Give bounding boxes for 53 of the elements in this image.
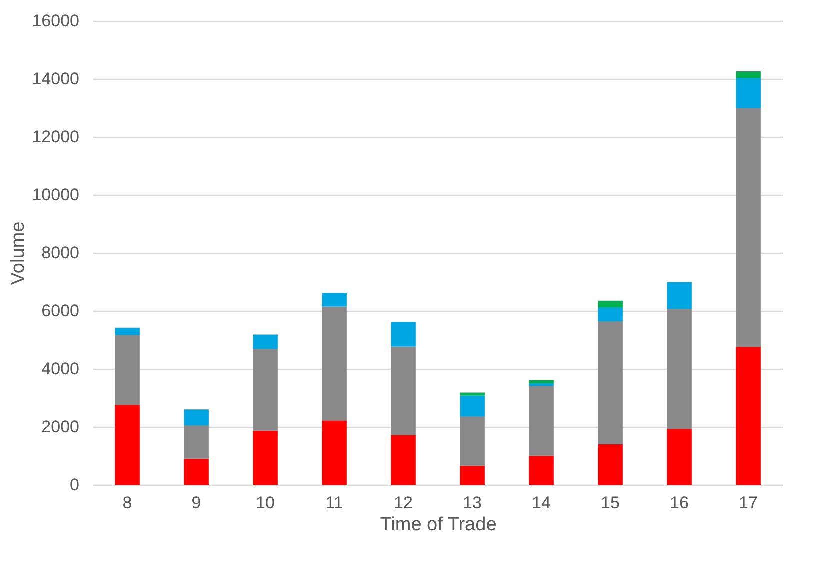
bar [184,410,209,426]
y-tick-label: 16000 [32,12,80,30]
x-tick-label: 9 [192,494,202,512]
bar [736,108,761,347]
x-tick-label: 14 [532,494,551,512]
bar [115,335,140,405]
bar [253,334,278,349]
x-axis-title: Time of Trade [380,514,497,536]
y-tick-label: 10000 [32,186,80,204]
x-tick-label: 15 [601,494,620,512]
y-tick-label: 8000 [42,244,80,262]
bar [667,429,692,485]
x-tick-label: 16 [670,494,689,512]
bar [253,430,278,485]
bar [598,308,623,322]
bar [391,346,416,436]
bar [667,282,692,309]
bar [598,321,623,444]
bar [529,386,554,456]
bar [322,306,347,421]
x-tick-label: 10 [256,494,275,512]
x-tick-label: 12 [394,494,413,512]
y-tick-label: 14000 [32,70,80,88]
bar [736,346,761,485]
bar [529,383,554,386]
bar [460,466,485,485]
y-axis-title: Volume [8,222,30,286]
bar [736,71,761,78]
bar [253,348,278,431]
y-tick-label: 0 [70,476,80,494]
bar [460,416,485,466]
bar [598,444,623,485]
y-tick-label: 2000 [42,418,80,436]
x-tick-label: 11 [326,494,344,512]
bar [322,293,347,307]
bar [667,308,692,430]
bar [115,328,140,336]
x-tick-label: 17 [739,494,758,512]
bar [529,456,554,485]
bar [391,322,416,347]
bar [322,420,347,485]
bar [391,435,416,485]
x-tick-label: 8 [122,494,132,512]
y-tick-label: 4000 [42,360,80,378]
bar [460,396,485,417]
bar [184,426,209,459]
y-tick-label: 12000 [32,128,80,146]
bar [598,300,623,308]
bar [184,458,209,485]
x-tick-label: 13 [463,494,482,512]
bar [115,404,140,485]
bar [736,78,761,108]
y-tick-label: 6000 [42,302,80,320]
